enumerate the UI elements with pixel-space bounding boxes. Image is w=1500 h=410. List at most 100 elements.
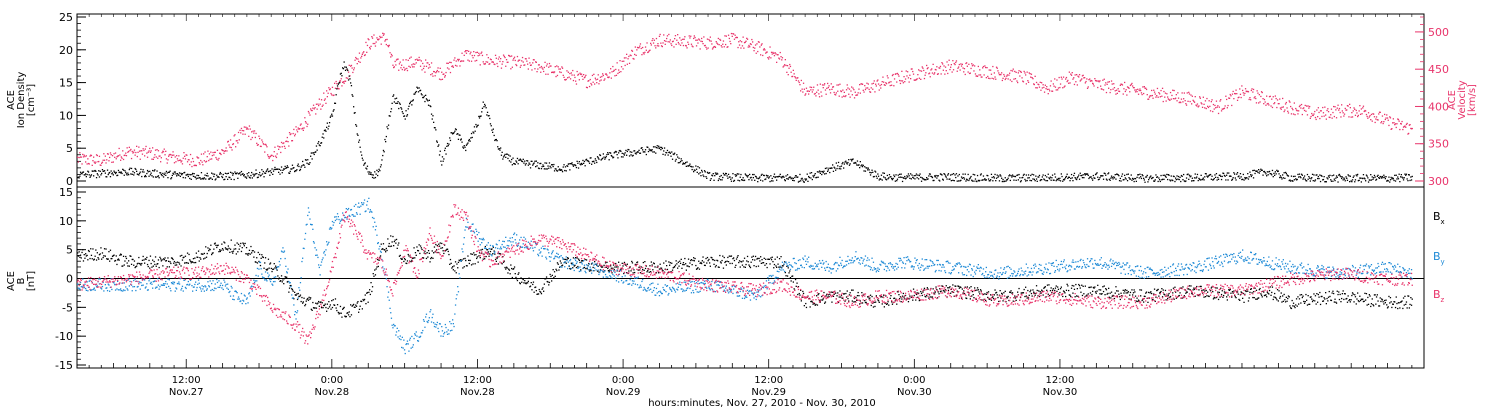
bx-series-point xyxy=(889,297,891,299)
velocity-series-point xyxy=(349,75,351,77)
velocity-series-point xyxy=(791,75,793,78)
bx-series-point xyxy=(903,296,905,298)
bx-series-point xyxy=(446,248,449,250)
velocity-series-point xyxy=(1250,99,1252,101)
velocity-series-point xyxy=(679,44,682,46)
velocity-series-point xyxy=(545,73,547,75)
density-series-point xyxy=(1252,177,1255,179)
density-series-point xyxy=(1213,177,1215,180)
velocity-series-point xyxy=(1110,80,1113,82)
velocity-series-point xyxy=(244,133,246,135)
velocity-series-point xyxy=(661,45,663,48)
density-series-point xyxy=(235,173,237,175)
velocity-series-point xyxy=(1357,114,1359,117)
bx-series-point xyxy=(369,289,371,291)
density-series-point xyxy=(328,125,330,127)
velocity-series-point xyxy=(748,44,750,47)
density-series-point xyxy=(685,165,687,167)
velocity-series-point xyxy=(511,66,513,68)
density-series-point xyxy=(1132,178,1135,180)
velocity-series-point xyxy=(1344,107,1346,110)
density-series-point xyxy=(690,165,692,167)
velocity-series-point xyxy=(869,91,871,93)
density-series-point xyxy=(1345,176,1347,178)
density-series-point xyxy=(1206,175,1208,177)
density-series-point xyxy=(272,170,275,172)
density-series-point xyxy=(149,170,151,172)
bx-series-point xyxy=(323,304,325,307)
bx-series-point xyxy=(878,301,880,303)
density-series-point xyxy=(143,171,145,173)
velocity-series-point xyxy=(934,68,936,71)
velocity-series-point xyxy=(1263,98,1266,101)
bx-series-point xyxy=(545,276,548,278)
density-series-point xyxy=(247,175,249,177)
density-series-point xyxy=(740,173,742,176)
density-series-point xyxy=(1021,177,1023,179)
bx-series-point xyxy=(636,261,639,263)
bx-series-point xyxy=(312,307,315,309)
density-series-point xyxy=(992,180,994,182)
velocity-series-point xyxy=(676,39,678,41)
density-series-point xyxy=(626,150,628,153)
density-series-point xyxy=(545,168,547,170)
velocity-series-point xyxy=(345,77,347,79)
velocity-series-point xyxy=(252,130,254,132)
bx-series-point xyxy=(537,293,540,295)
velocity-series-point xyxy=(261,139,263,141)
bx-series-point xyxy=(487,251,489,253)
density-series-point xyxy=(1112,178,1114,180)
velocity-series-point xyxy=(1185,104,1188,106)
density-series-point xyxy=(228,176,230,178)
density-series-point xyxy=(1129,178,1132,180)
velocity-series-point xyxy=(1113,87,1116,89)
bx-series-point xyxy=(196,256,198,258)
density-series-point xyxy=(551,164,553,166)
bx-series-point xyxy=(594,261,596,263)
density-series-point xyxy=(1284,177,1286,179)
bx-series-point xyxy=(731,262,733,265)
bx-series-point xyxy=(373,275,375,277)
density-series-point xyxy=(966,178,968,180)
bx-series-point xyxy=(238,248,240,250)
bx-series-point xyxy=(816,295,818,297)
velocity-series-point xyxy=(239,129,241,131)
density-series-point xyxy=(224,178,226,180)
velocity-series-point xyxy=(308,112,310,114)
velocity-series-point xyxy=(824,89,827,91)
density-series-point xyxy=(1225,179,1227,181)
velocity-series-point xyxy=(888,81,891,83)
velocity-series-point xyxy=(524,64,526,66)
velocity-series-point xyxy=(999,73,1001,76)
velocity-series-point xyxy=(1165,100,1167,102)
density-series-point xyxy=(620,150,622,152)
density-series-point xyxy=(888,174,891,176)
velocity-series-point xyxy=(451,65,453,68)
velocity-series-point xyxy=(183,152,185,154)
bx-series-point xyxy=(195,261,197,264)
bx-series-point xyxy=(371,286,374,288)
velocity-series-point xyxy=(541,67,543,69)
bx-series-point xyxy=(256,262,259,264)
velocity-series-point xyxy=(256,144,259,146)
density-series-point xyxy=(402,112,404,115)
bx-series-point xyxy=(705,257,707,260)
velocity-series-point xyxy=(499,60,501,63)
density-series-point xyxy=(1287,175,1290,177)
bx-series-point xyxy=(333,304,335,306)
velocity-series-point xyxy=(925,72,927,74)
density-series-point xyxy=(503,155,505,157)
velocity-series-point xyxy=(468,50,470,52)
bx-series-point xyxy=(695,264,697,267)
velocity-series-point xyxy=(979,74,982,76)
bx-series-point xyxy=(810,300,813,302)
bx-series-point xyxy=(130,263,133,265)
density-series-point xyxy=(1004,177,1006,179)
bx-series-point xyxy=(157,259,160,261)
density-series-point xyxy=(481,107,484,109)
velocity-series-point xyxy=(969,72,971,74)
density-series-point xyxy=(594,158,596,160)
velocity-series-point xyxy=(248,135,250,137)
density-series-point xyxy=(1165,176,1167,178)
bx-series-point xyxy=(121,265,123,267)
